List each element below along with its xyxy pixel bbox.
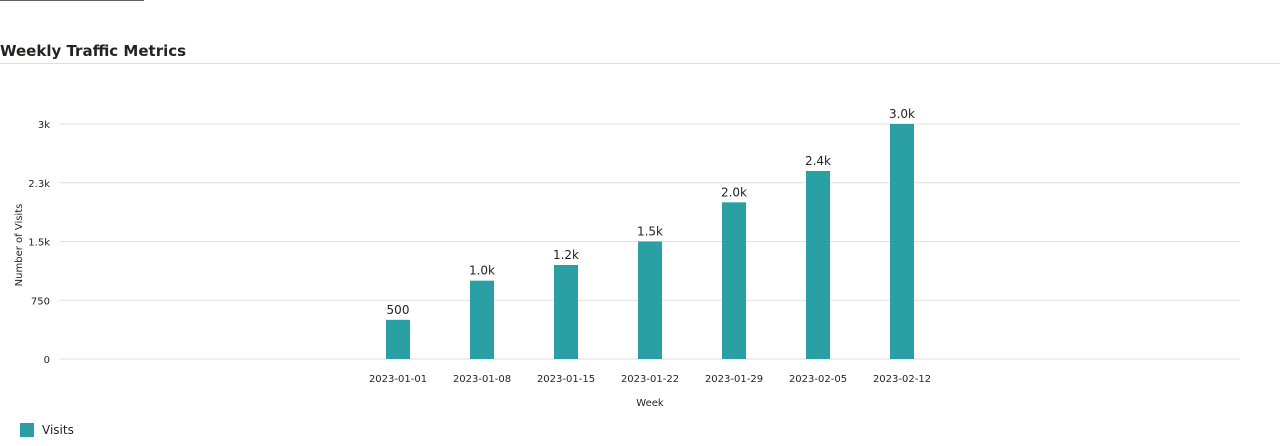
y-tick-label: 0 [44, 355, 50, 366]
x-tick-label: 2023-01-15 [537, 374, 595, 385]
data-label: 2.0k [721, 185, 747, 199]
bar [554, 265, 578, 359]
legend-swatch [20, 423, 34, 437]
bar [470, 280, 494, 359]
data-label: 1.2k [553, 248, 579, 262]
x-tick-label: 2023-01-08 [453, 374, 511, 385]
y-tick-label: 1.5k [28, 238, 50, 249]
x-axis-title: Week [636, 398, 664, 409]
bar [890, 124, 914, 359]
x-tick-label: 2023-01-22 [621, 374, 679, 385]
title-divider [0, 63, 1280, 64]
data-label: 2.4k [805, 154, 831, 168]
y-tick-label: 750 [31, 296, 50, 307]
bar [386, 319, 410, 359]
data-label: 1.0k [469, 264, 495, 278]
x-tick-label: 2023-02-05 [789, 374, 847, 385]
bar [722, 202, 746, 359]
tab-indicator [0, 0, 144, 1]
x-tick-label: 2023-01-29 [705, 374, 763, 385]
x-tick-label: 2023-02-12 [873, 374, 931, 385]
y-tick-label: 3k [38, 120, 50, 131]
legend[interactable]: Visits [20, 423, 74, 437]
data-label: 3.0k [889, 107, 915, 121]
data-label: 1.5k [637, 225, 663, 239]
y-axis-title: Number of Visits [14, 204, 25, 287]
chart-title: Weekly Traffic Metrics [0, 42, 187, 60]
x-tick-label: 2023-01-01 [369, 374, 427, 385]
bar [806, 171, 830, 359]
y-tick-label: 2.3k [28, 179, 50, 190]
legend-label: Visits [42, 423, 74, 437]
data-label: 500 [387, 303, 410, 317]
bar [638, 241, 662, 359]
